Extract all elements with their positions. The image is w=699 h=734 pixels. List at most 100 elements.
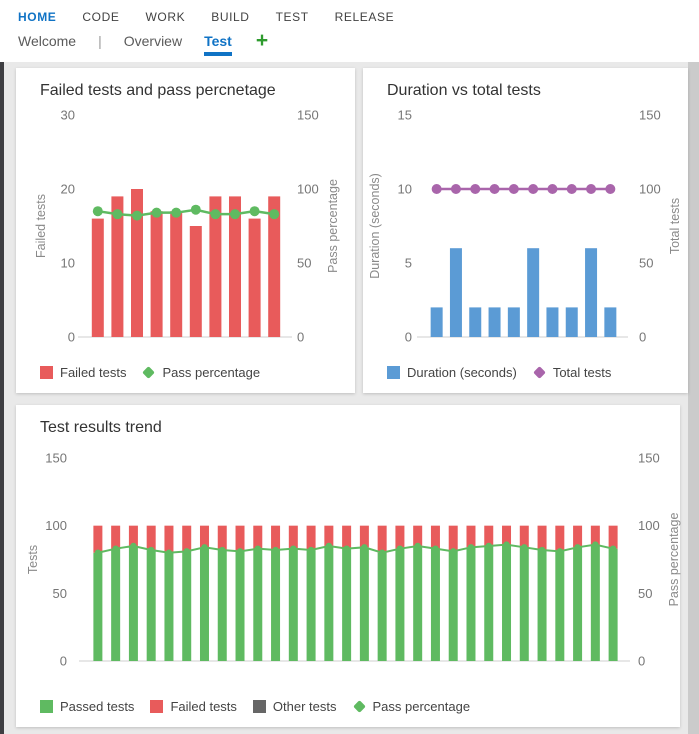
right-axis-title: Total tests bbox=[668, 198, 682, 254]
bar-segment bbox=[182, 551, 192, 661]
data-point bbox=[92, 206, 103, 217]
bar-segment bbox=[519, 547, 529, 661]
vertical-scrollbar[interactable] bbox=[688, 62, 699, 734]
bar-segment bbox=[519, 525, 529, 548]
nav-item-work[interactable]: WORK bbox=[145, 10, 186, 24]
data-point bbox=[538, 546, 546, 554]
bar-segment bbox=[395, 525, 405, 549]
legend-item: Pass percentage bbox=[352, 699, 470, 714]
data-point bbox=[132, 210, 142, 221]
left-axis-tick-label: 20 bbox=[61, 182, 75, 197]
left-axis-tick-label: 5 bbox=[405, 256, 412, 271]
bar-segment bbox=[342, 548, 352, 661]
data-point bbox=[94, 549, 102, 556]
data-point bbox=[112, 209, 123, 220]
legend-item: Failed tests bbox=[150, 699, 237, 714]
legend-square-icon bbox=[150, 700, 164, 713]
right-axis-tick-label: 0 bbox=[638, 654, 645, 669]
bar-segment bbox=[131, 189, 143, 337]
nav-item-release[interactable]: RELEASE bbox=[334, 10, 395, 24]
chart-title: Failed tests and pass percnetage bbox=[40, 82, 276, 99]
widget-test-results-trend: Test results trend 150 100 50 0 150 100 50 0 Tes… bbox=[16, 405, 681, 727]
data-point bbox=[165, 549, 173, 556]
bar-segment bbox=[585, 248, 598, 337]
data-point bbox=[528, 184, 539, 194]
data-point bbox=[236, 548, 244, 555]
right-axis-tick-label: 100 bbox=[638, 518, 660, 533]
data-point bbox=[190, 204, 201, 215]
bar-segment bbox=[359, 525, 369, 548]
bar-segment bbox=[608, 525, 618, 549]
dashboard-page: Failed tests and pass percnetage 30 20 10 0… bbox=[0, 62, 699, 734]
data-point bbox=[450, 184, 461, 194]
data-point bbox=[130, 542, 137, 550]
left-axis-tick-label: 0 bbox=[60, 654, 67, 669]
add-dashboard-icon[interactable]: + bbox=[255, 29, 269, 52]
data-point bbox=[343, 545, 350, 552]
bar-segment bbox=[93, 525, 103, 553]
data-point bbox=[112, 545, 119, 552]
legend-diamond-icon bbox=[532, 366, 546, 379]
nav-item-build[interactable]: BUILD bbox=[211, 10, 250, 24]
legend-label: Pass percentage bbox=[162, 365, 261, 380]
nav-item-home[interactable]: HOME bbox=[18, 10, 57, 24]
widget-row-top: Failed tests and pass percnetage 30 20 10 0… bbox=[16, 68, 688, 393]
bar-segment bbox=[573, 547, 583, 661]
bar-segment bbox=[182, 525, 192, 552]
bar-segment bbox=[93, 552, 103, 661]
data-point bbox=[556, 548, 564, 555]
data-point bbox=[489, 184, 500, 194]
data-point bbox=[269, 209, 280, 220]
bar-segment bbox=[469, 307, 482, 337]
test-results-trend-chart: 150 100 50 0 150 100 50 0 Tests Pass percentage bbox=[26, 451, 681, 669]
left-axis-tick-label: 10 bbox=[61, 256, 75, 271]
bar-segment bbox=[449, 248, 462, 337]
bar-segment bbox=[546, 307, 559, 337]
data-point bbox=[485, 542, 492, 550]
data-point bbox=[230, 209, 240, 220]
bar-segment bbox=[111, 525, 121, 549]
bar-segment bbox=[146, 550, 156, 661]
bar-segment bbox=[209, 196, 222, 337]
chart-legend: Failed tests Pass percentage bbox=[40, 365, 260, 380]
legend-item: Failed tests bbox=[40, 365, 126, 380]
data-point bbox=[586, 184, 597, 194]
bar-segment bbox=[170, 211, 183, 337]
data-point bbox=[183, 548, 190, 555]
bar-segment bbox=[430, 525, 440, 549]
legend-square-icon bbox=[252, 700, 266, 713]
right-axis-tick-label: 150 bbox=[297, 108, 319, 123]
data-point bbox=[605, 184, 616, 194]
bar-segment bbox=[306, 550, 316, 661]
data-point bbox=[171, 207, 182, 218]
left-axis-tick-label: 10 bbox=[398, 182, 412, 197]
bar-segment bbox=[484, 545, 494, 661]
dashboard-tabs: Welcome | Overview Test + bbox=[18, 29, 699, 56]
left-edge-strip bbox=[0, 62, 4, 734]
legend-label: Total tests bbox=[552, 365, 612, 380]
data-point bbox=[432, 545, 439, 552]
bar-segment bbox=[590, 525, 600, 545]
legend-item: Duration (seconds) bbox=[387, 365, 517, 380]
left-axis-title: Duration (seconds) bbox=[368, 173, 382, 279]
bar-segment bbox=[229, 196, 241, 337]
bar-segment bbox=[324, 525, 334, 546]
bar-segment bbox=[248, 218, 261, 337]
right-axis-title: Pass percentage bbox=[667, 513, 681, 607]
tab-test[interactable]: Test bbox=[204, 33, 232, 56]
bar-segment bbox=[395, 548, 405, 661]
tab-overview[interactable]: Overview bbox=[123, 33, 183, 49]
data-point bbox=[431, 184, 442, 194]
data-point bbox=[467, 544, 475, 551]
data-point bbox=[378, 549, 386, 556]
data-point bbox=[547, 184, 558, 194]
chart-title: Duration vs total tests bbox=[387, 82, 541, 99]
data-point bbox=[151, 207, 162, 218]
bar-segment bbox=[527, 248, 540, 337]
tab-welcome[interactable]: Welcome bbox=[18, 33, 77, 49]
nav-item-test[interactable]: TEST bbox=[275, 10, 309, 24]
left-axis-tick-label: 100 bbox=[45, 518, 67, 533]
bar-segment bbox=[111, 196, 124, 337]
nav-item-code[interactable]: CODE bbox=[82, 10, 120, 24]
